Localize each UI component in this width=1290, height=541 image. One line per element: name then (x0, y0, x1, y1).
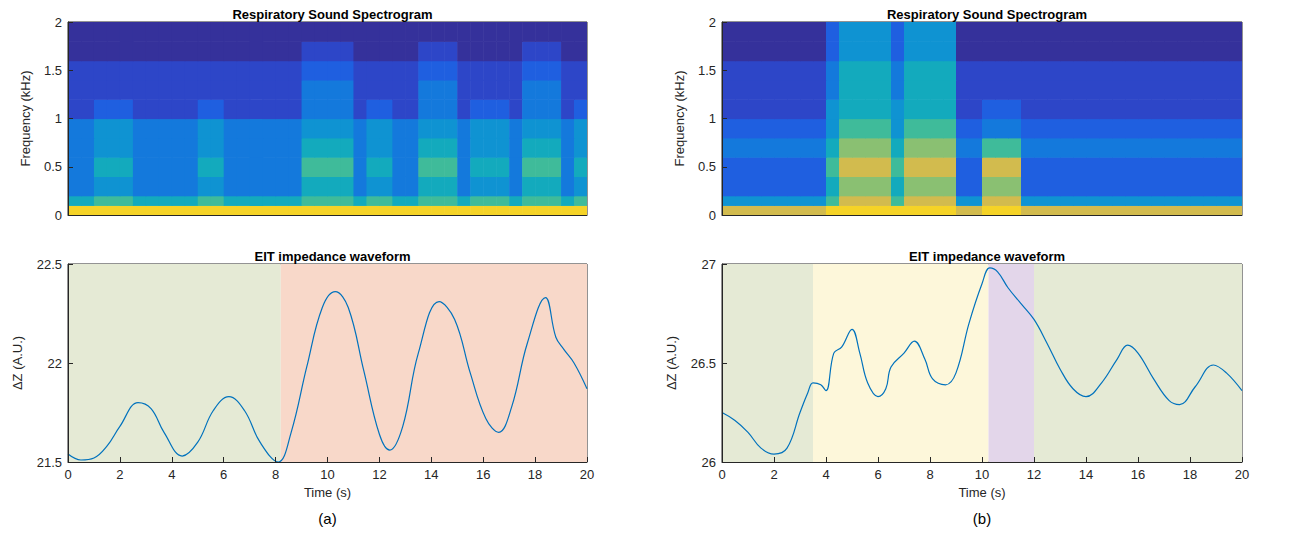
svg-text:12: 12 (372, 467, 386, 482)
svg-text:26.5: 26.5 (691, 356, 716, 371)
svg-text:20: 20 (580, 467, 594, 482)
svg-text:8: 8 (926, 467, 933, 482)
svg-text:ΔZ (A.U.): ΔZ (A.U.) (10, 336, 25, 390)
svg-text:2: 2 (709, 15, 716, 30)
svg-text:18: 18 (1183, 467, 1197, 482)
svg-text:ΔZ (A.U.): ΔZ (A.U.) (664, 336, 679, 390)
svg-text:0: 0 (709, 208, 716, 223)
svg-text:6: 6 (874, 467, 881, 482)
svg-text:0.5: 0.5 (44, 159, 62, 174)
svg-text:2: 2 (55, 15, 62, 30)
svg-text:22.5: 22.5 (37, 257, 62, 272)
svg-text:1.5: 1.5 (698, 63, 716, 78)
svg-text:Respiratory Sound Spectrogram: Respiratory Sound Spectrogram (887, 7, 1087, 22)
svg-text:0: 0 (64, 467, 71, 482)
svg-text:16: 16 (476, 467, 490, 482)
svg-text:0: 0 (718, 467, 725, 482)
svg-text:26: 26 (702, 455, 716, 470)
svg-text:12: 12 (1027, 467, 1041, 482)
svg-text:EIT impedance waveform: EIT impedance waveform (254, 249, 410, 264)
svg-text:1: 1 (709, 111, 716, 126)
svg-text:1.5: 1.5 (44, 63, 62, 78)
svg-text:16: 16 (1131, 467, 1145, 482)
svg-text:(b): (b) (973, 510, 991, 527)
svg-text:0.5: 0.5 (698, 159, 716, 174)
svg-text:4: 4 (822, 467, 829, 482)
svg-text:2: 2 (116, 467, 123, 482)
svg-text:(a): (a) (318, 510, 336, 527)
svg-text:0: 0 (55, 208, 62, 223)
svg-text:22: 22 (48, 356, 62, 371)
svg-text:4: 4 (168, 467, 175, 482)
svg-text:10: 10 (320, 467, 334, 482)
svg-text:Frequency (kHz): Frequency (kHz) (18, 70, 33, 166)
svg-text:10: 10 (975, 467, 989, 482)
svg-text:2: 2 (770, 467, 777, 482)
svg-text:8: 8 (272, 467, 279, 482)
svg-text:Time (s): Time (s) (304, 485, 351, 500)
svg-text:Frequency (kHz): Frequency (kHz) (672, 70, 687, 166)
svg-text:14: 14 (1079, 467, 1093, 482)
svg-text:6: 6 (220, 467, 227, 482)
svg-text:20: 20 (1235, 467, 1249, 482)
svg-text:21.5: 21.5 (37, 455, 62, 470)
svg-text:14: 14 (424, 467, 438, 482)
svg-text:27: 27 (702, 257, 716, 272)
svg-text:18: 18 (528, 467, 542, 482)
svg-text:EIT impedance waveform: EIT impedance waveform (909, 249, 1065, 264)
svg-text:1: 1 (55, 111, 62, 126)
svg-text:Time (s): Time (s) (958, 485, 1005, 500)
svg-text:Respiratory Sound Spectrogram: Respiratory Sound Spectrogram (232, 7, 432, 22)
